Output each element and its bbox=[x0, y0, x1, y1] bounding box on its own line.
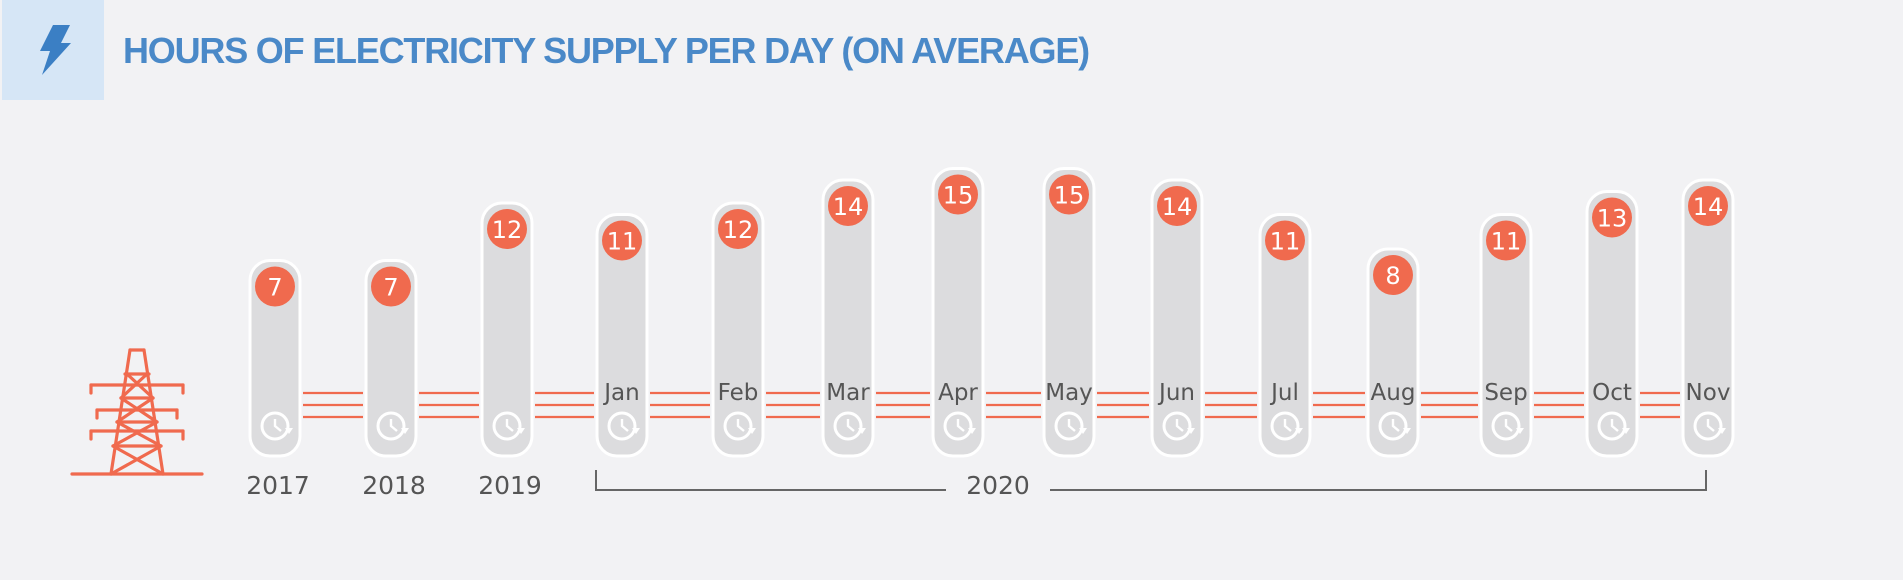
bar bbox=[480, 201, 534, 458]
tick-label-bg bbox=[1483, 382, 1529, 408]
clock-icon bbox=[492, 411, 525, 441]
year-label: 2018 bbox=[362, 471, 426, 500]
tick-label-bg bbox=[599, 382, 645, 408]
tick-label: Apr bbox=[938, 380, 978, 406]
title-icon-box bbox=[2, 0, 104, 100]
clock-icon bbox=[1597, 411, 1630, 441]
data-label: 12 bbox=[492, 216, 523, 244]
data-label: 8 bbox=[1385, 262, 1400, 290]
value-badge bbox=[371, 266, 411, 307]
clock-icon bbox=[1162, 411, 1195, 441]
tick-label: Aug bbox=[1371, 380, 1416, 406]
clock-icon bbox=[376, 411, 409, 441]
tick-label-bg bbox=[1589, 382, 1635, 408]
group-bracket bbox=[595, 470, 946, 491]
bar bbox=[248, 259, 302, 458]
power-pylon-icon bbox=[70, 348, 204, 476]
bar bbox=[364, 259, 418, 458]
value-badge bbox=[602, 220, 642, 261]
value-badge bbox=[1592, 197, 1632, 238]
data-label: 12 bbox=[723, 216, 754, 244]
data-label: 13 bbox=[1597, 205, 1628, 233]
value-badge bbox=[1688, 186, 1728, 226]
clock-icon bbox=[1054, 411, 1087, 441]
clock-icon bbox=[943, 411, 976, 441]
group-label: 2020 bbox=[966, 471, 1030, 500]
data-label: 11 bbox=[1491, 228, 1522, 256]
tick-label-bg bbox=[935, 382, 981, 408]
tick-label: Jan bbox=[602, 380, 639, 406]
tick-label: Nov bbox=[1686, 380, 1731, 406]
value-badge bbox=[1486, 220, 1526, 261]
tick-label: Oct bbox=[1592, 380, 1632, 406]
data-label: 14 bbox=[833, 193, 864, 221]
value-badge bbox=[1265, 220, 1305, 261]
tick-label-bg bbox=[1370, 382, 1416, 408]
tick-label-bg bbox=[715, 382, 761, 408]
value-badge bbox=[938, 174, 978, 215]
clock-icon bbox=[607, 411, 640, 441]
clock-icon bbox=[1693, 411, 1726, 441]
value-badge bbox=[255, 266, 295, 307]
tick-label-bg bbox=[1685, 382, 1731, 408]
clock-icon bbox=[1491, 411, 1524, 441]
year-label: 2019 bbox=[478, 471, 542, 500]
tick-label: May bbox=[1045, 380, 1093, 406]
group-bracket bbox=[1050, 470, 1707, 491]
tick-label: Jul bbox=[1269, 380, 1299, 406]
value-badge bbox=[828, 186, 868, 226]
tick-label-bg bbox=[825, 382, 871, 408]
data-label: 15 bbox=[1054, 182, 1085, 210]
tick-label-bg bbox=[1046, 382, 1092, 408]
data-label: 15 bbox=[943, 182, 974, 210]
data-label: 7 bbox=[383, 274, 398, 302]
tick-label: Feb bbox=[718, 380, 759, 406]
data-label: 11 bbox=[1270, 228, 1301, 256]
clock-icon bbox=[1270, 411, 1303, 441]
value-badge bbox=[1049, 174, 1089, 215]
lightning-bolt-icon bbox=[40, 25, 71, 75]
data-label: 11 bbox=[607, 228, 638, 256]
data-label: 14 bbox=[1162, 193, 1193, 221]
data-label: 14 bbox=[1693, 193, 1724, 221]
value-badge bbox=[487, 209, 527, 249]
tick-label: Jun bbox=[1157, 380, 1195, 406]
clock-icon bbox=[723, 411, 756, 441]
tick-label-bg bbox=[1262, 382, 1308, 408]
data-label: 7 bbox=[267, 274, 282, 302]
clock-icon bbox=[260, 411, 293, 441]
chart-title: HOURS OF ELECTRICITY SUPPLY PER DAY (ON … bbox=[123, 30, 1090, 71]
year-label: 2017 bbox=[246, 471, 310, 500]
tick-label: Sep bbox=[1484, 380, 1527, 406]
value-badge bbox=[1157, 186, 1197, 226]
tick-label-bg bbox=[1154, 382, 1200, 408]
clock-icon bbox=[833, 411, 866, 441]
clock-icon bbox=[1378, 411, 1411, 441]
tick-label: Mar bbox=[826, 380, 870, 406]
value-badge bbox=[718, 209, 758, 249]
value-badge bbox=[1373, 255, 1413, 295]
